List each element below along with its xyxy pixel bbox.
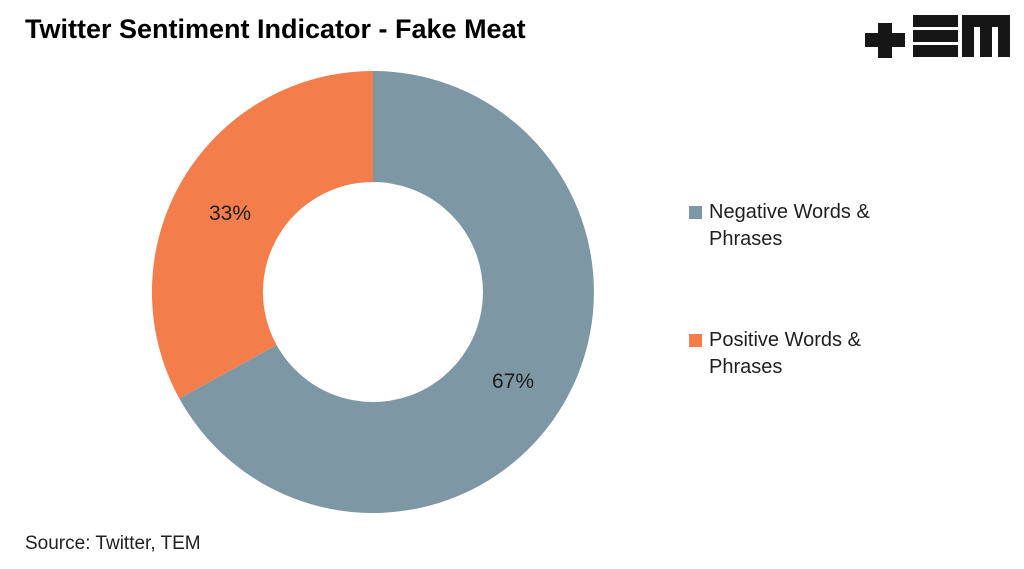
chart-legend: Negative Words & Phrases Positive Words …: [689, 199, 919, 455]
chart-title: Twitter Sentiment Indicator - Fake Meat: [25, 14, 526, 44]
legend-swatch-positive: [689, 334, 702, 347]
legend-label-negative: Negative Words & Phrases: [709, 201, 870, 250]
logo-bar-top: [913, 15, 958, 27]
legend-item-negative: Negative Words & Phrases: [689, 199, 919, 253]
logo-plus-vertical: [878, 23, 892, 58]
legend-item-positive: Positive Words & Phrases: [689, 327, 919, 381]
logo-m-glyph: [962, 15, 1010, 57]
pie-slice-positive: [151, 70, 373, 399]
legend-swatch-negative: [689, 206, 702, 219]
data-label-positive: 33%: [209, 202, 251, 225]
tem-logo-icon: [865, 15, 1010, 58]
logo-bar-bottom: [913, 45, 958, 57]
legend-marker-positive-icon: [689, 334, 702, 347]
legend-label-positive: Positive Words & Phrases: [709, 329, 861, 378]
pie-slice-negative: [179, 71, 594, 513]
legend-marker-negative-icon: [689, 206, 702, 219]
logo-bar-middle: [913, 30, 958, 42]
source-note: Source: Twitter, TEM: [25, 533, 201, 554]
data-label-negative: 67%: [492, 370, 534, 393]
